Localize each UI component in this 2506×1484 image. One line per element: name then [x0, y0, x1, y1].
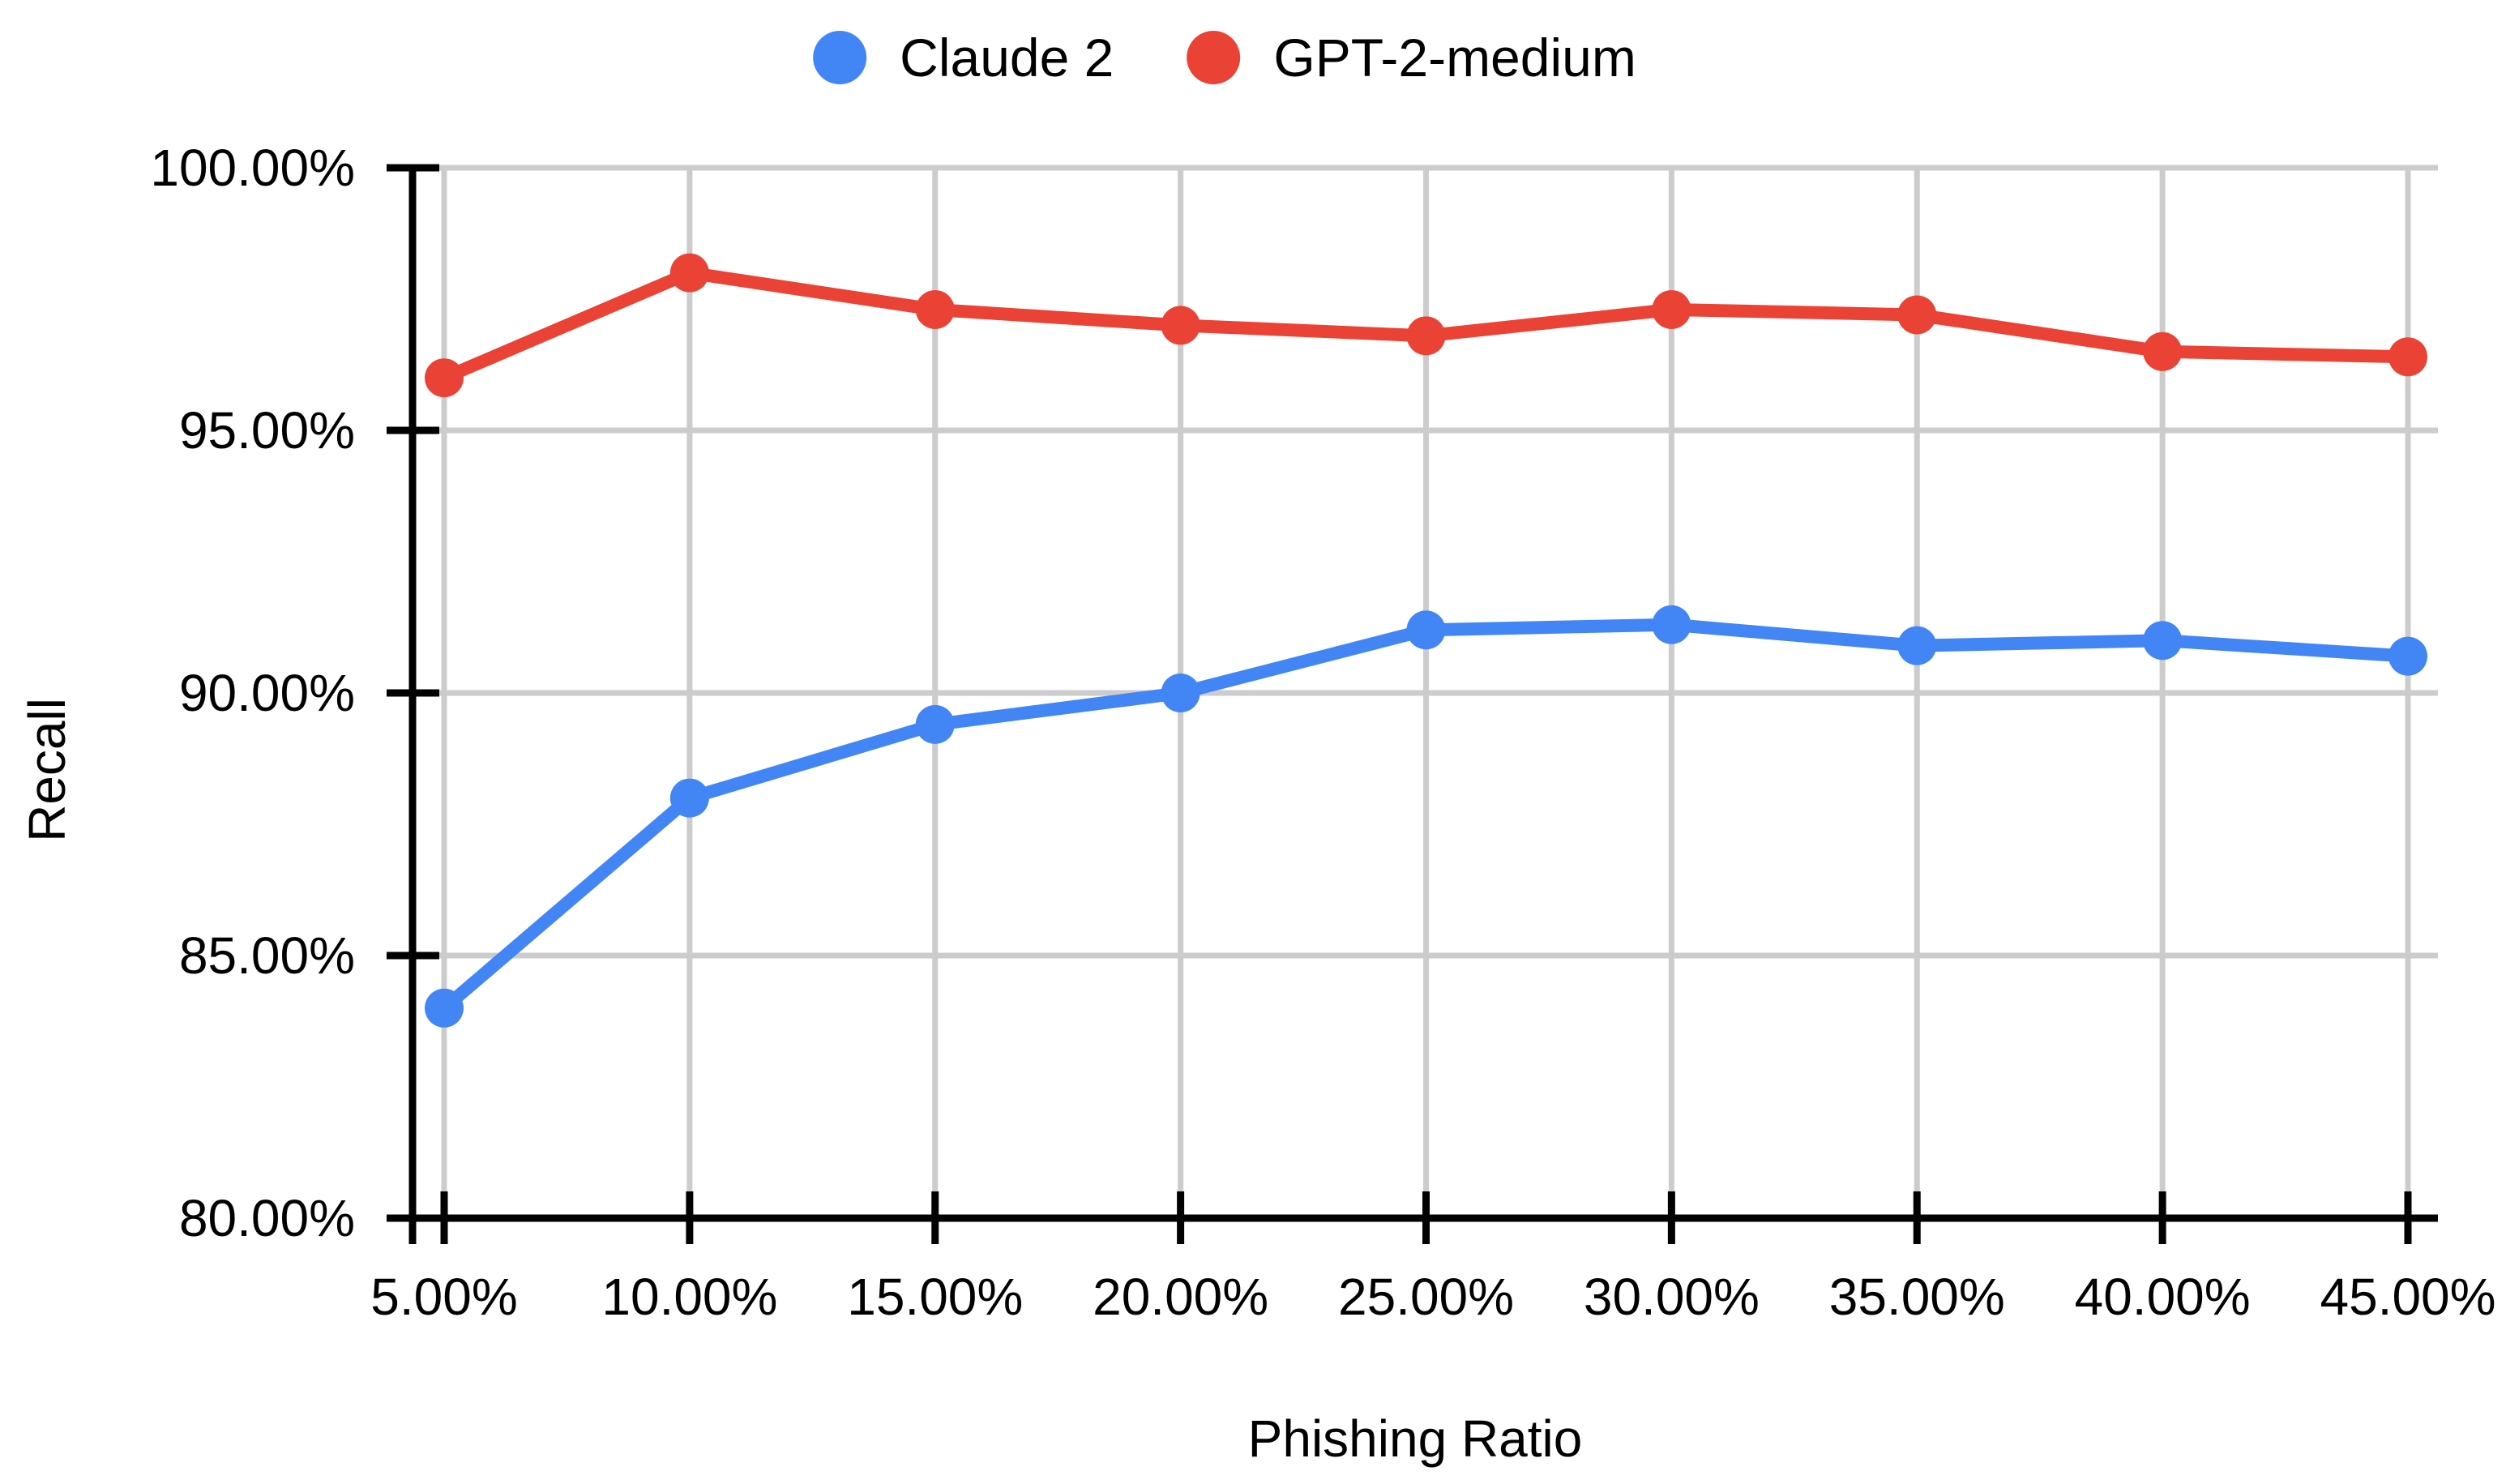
y-tick-label: 100.00%	[150, 139, 355, 197]
data-point	[425, 988, 464, 1028]
y-tick-label: 80.00%	[178, 1189, 355, 1247]
data-point	[2143, 331, 2183, 371]
data-point	[2388, 636, 2427, 676]
y-axis-title: Recall	[18, 698, 76, 842]
data-point	[1406, 610, 1446, 650]
series-claude-2	[425, 605, 2427, 1028]
x-tick-label: 45.00%	[2320, 1268, 2496, 1326]
data-point	[1897, 626, 1937, 665]
data-point	[425, 358, 464, 398]
y-tick-label: 85.00%	[178, 926, 355, 985]
x-tick-label: 30.00%	[1583, 1268, 1760, 1326]
data-point	[669, 253, 709, 293]
gridlines	[413, 165, 2438, 1218]
data-point	[915, 289, 955, 329]
data-point	[1161, 306, 1200, 345]
data-point	[2388, 337, 2427, 377]
y-tick-label: 95.00%	[178, 401, 355, 460]
x-tick-label: 20.00%	[1093, 1268, 1269, 1326]
x-axis-title: Phishing Ratio	[1247, 1409, 1583, 1468]
x-tick-label: 10.00%	[601, 1268, 778, 1326]
legend-dot-icon	[1187, 31, 1241, 84]
legend-dot-icon	[813, 31, 867, 84]
x-tick-label: 40.00%	[2074, 1268, 2251, 1326]
legend-item: Claude 2	[813, 31, 1114, 84]
data-point	[2143, 621, 2183, 661]
x-tick-label: 5.00%	[370, 1268, 518, 1326]
legend-item: GPT-2-medium	[1187, 31, 1636, 84]
data-point	[1652, 605, 1691, 644]
legend-label: GPT-2-medium	[1273, 28, 1636, 88]
data-point	[915, 704, 955, 744]
series-gpt-2-medium	[425, 253, 2427, 398]
series-group	[425, 253, 2427, 1028]
axes	[387, 164, 2438, 1244]
data-point	[1406, 316, 1446, 356]
x-tick-label: 25.00%	[1337, 1268, 1515, 1326]
data-point	[669, 778, 709, 818]
data-point	[1897, 295, 1937, 335]
data-point	[1161, 674, 1200, 712]
legend-label: Claude 2	[900, 28, 1114, 88]
data-point	[1652, 289, 1691, 329]
x-tick-label: 15.00%	[847, 1268, 1024, 1326]
y-tick-label: 90.00%	[178, 664, 355, 722]
legend: Claude 2 GPT-2-medium	[813, 31, 1636, 84]
x-tick-label: 35.00%	[1828, 1268, 2005, 1326]
